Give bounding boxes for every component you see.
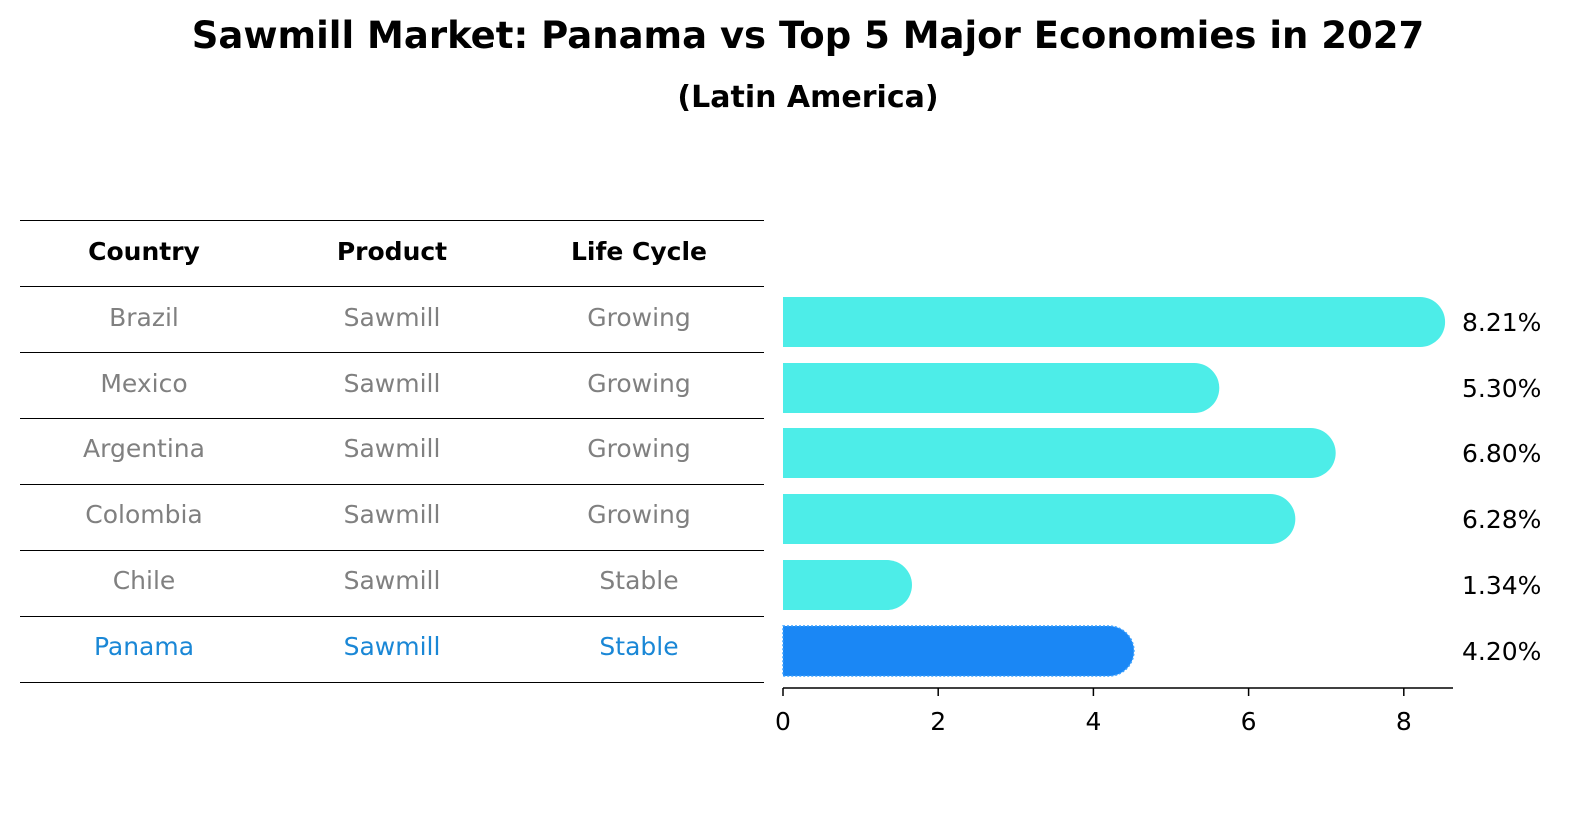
table-rule: [20, 352, 764, 353]
table-cell: Mexico: [100, 369, 188, 398]
table-cell: Growing: [587, 303, 691, 332]
table-cell: Sawmill: [343, 369, 441, 398]
x-tick-label: 4: [1085, 707, 1101, 736]
x-tick-label: 2: [930, 707, 946, 736]
x-tick-label: 8: [1396, 707, 1412, 736]
table-cell: Argentina: [83, 434, 205, 463]
table-rule: [20, 682, 764, 683]
x-tick-label: 6: [1241, 707, 1257, 736]
bar-brazil: [783, 297, 1446, 347]
table-cell: Brazil: [109, 303, 179, 332]
table-header: Country: [88, 237, 200, 266]
bar-chile: [783, 560, 912, 610]
table-header: Life Cycle: [570, 237, 708, 266]
bar-panama: [782, 625, 1135, 677]
table-rule: [20, 286, 764, 287]
table-header: Product: [336, 237, 448, 266]
table-cell: Sawmill: [343, 566, 441, 595]
data-label: 6.80%: [1462, 439, 1541, 468]
table-cell: Growing: [587, 434, 691, 463]
table-cell: Stable: [599, 566, 679, 595]
data-label: 1.34%: [1462, 571, 1541, 600]
table-cell: Sawmill: [343, 632, 441, 661]
bar-argentina: [783, 428, 1336, 478]
table-cell: Panama: [93, 632, 195, 661]
table-cell: Chile: [112, 566, 176, 595]
table-cell: Growing: [587, 369, 691, 398]
table-rule: [20, 550, 764, 551]
table-cell: Stable: [599, 632, 679, 661]
table-cell: Growing: [587, 500, 691, 529]
chart-title: Sawmill Market: Panama vs Top 5 Major Ec…: [191, 14, 1425, 57]
x-tick-label: 0: [775, 707, 791, 736]
data-label: 5.30%: [1462, 374, 1541, 403]
table-cell: Colombia: [85, 500, 203, 529]
bar-mexico: [783, 363, 1220, 413]
data-label: 8.21%: [1462, 308, 1541, 337]
table-rule: [20, 484, 764, 485]
table-rule: [20, 418, 764, 419]
table-cell: Sawmill: [343, 500, 441, 529]
data-label: 6.28%: [1462, 505, 1541, 534]
table-cell: Sawmill: [343, 303, 441, 332]
table-rule: [20, 220, 764, 221]
table-rule: [20, 616, 764, 617]
data-label: 4.20%: [1462, 637, 1541, 666]
chart-subtitle: (Latin America): [677, 80, 939, 115]
bar-colombia: [783, 494, 1296, 544]
table-cell: Sawmill: [343, 434, 441, 463]
